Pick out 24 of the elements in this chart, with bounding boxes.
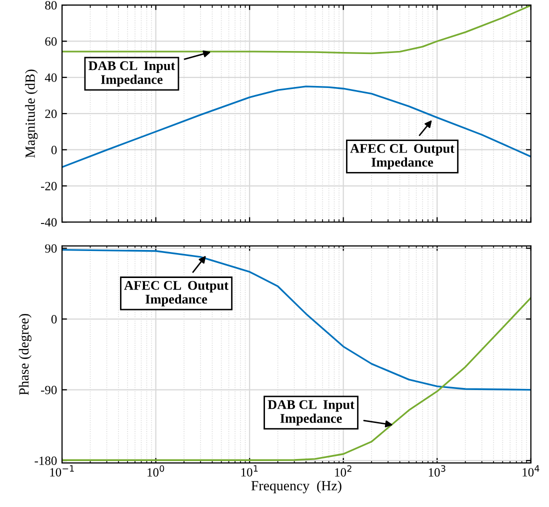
y-tick-label: 60 <box>45 37 57 46</box>
y-tick-label: 90 <box>45 244 57 253</box>
y-tick-label: -180 <box>34 456 57 465</box>
annotation: DAB CL Input Impedance <box>268 400 354 426</box>
x-tick-label: 10$^{−1}$ <box>50 465 74 477</box>
y-axis-title: Magnitude (dB) <box>25 70 38 158</box>
y-tick-label: -90 <box>40 386 57 394</box>
y-tick-label: 0 <box>51 146 57 154</box>
y-tick-label: 20 <box>45 110 57 118</box>
x-tick-label: 10$^{3}$ <box>428 465 446 477</box>
x-tick-label: 10$^{4}$ <box>522 465 540 477</box>
y-tick-label: -20 <box>40 182 57 190</box>
y-tick-label: 80 <box>45 1 57 10</box>
x-axis-title: Frequency (Hz) <box>251 480 342 494</box>
annotation: AFEC CL Output Impedance <box>124 280 228 306</box>
y-axis-title: Phase (degree) <box>18 314 32 396</box>
annotation: AFEC CL Output Impedance <box>350 144 454 170</box>
x-tick-label: 10$^{0}$ <box>148 465 164 477</box>
y-tick-label: 40 <box>44 73 57 82</box>
annotation: DAB CL Input Impedance <box>88 61 176 87</box>
x-tick-label: 10$^{1}$ <box>241 465 258 477</box>
y-tick-label: -40 <box>40 218 57 227</box>
y-tick-label: 0 <box>51 315 57 324</box>
x-tick-label: 10$^{2}$ <box>335 465 352 477</box>
